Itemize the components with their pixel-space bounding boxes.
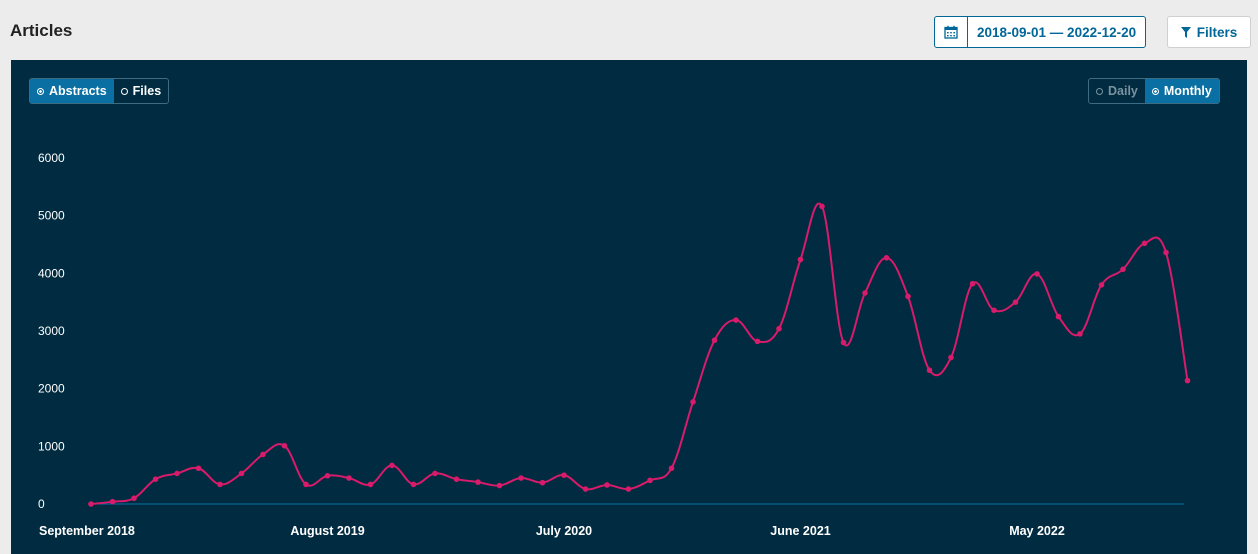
- data-point[interactable]: [711, 337, 718, 344]
- header-bar: Articles 2018-09-01 — 2022-12-20 Filters: [0, 0, 1258, 60]
- data-point[interactable]: [776, 325, 782, 332]
- radio-selected-icon: [1151, 87, 1159, 95]
- daily-label: Daily: [1108, 84, 1138, 98]
- data-point[interactable]: [948, 354, 954, 361]
- radio-selected-icon: [37, 87, 44, 95]
- daily-toggle[interactable]: Daily: [1089, 79, 1145, 103]
- y-tick-label: 6000: [38, 151, 65, 165]
- radio-empty-icon: [1096, 87, 1103, 95]
- data-point[interactable]: [926, 367, 933, 374]
- y-tick-label: 2000: [38, 382, 65, 396]
- interval-toggle: Daily Monthly: [1088, 78, 1220, 104]
- data-point[interactable]: [281, 442, 288, 449]
- data-point[interactable]: [260, 451, 266, 458]
- data-point[interactable]: [346, 475, 352, 481]
- data-point[interactable]: [1184, 377, 1191, 384]
- data-point[interactable]: [518, 475, 524, 481]
- type-toggle: Abstracts Files: [29, 78, 170, 104]
- x-tick-label: August 2019: [290, 524, 364, 538]
- x-tick-label: July 2020: [536, 524, 592, 538]
- data-point[interactable]: [174, 470, 180, 477]
- filters-label: Filters: [1196, 24, 1238, 40]
- x-tick-label: May 2022: [1009, 524, 1065, 538]
- data-point[interactable]: [625, 486, 632, 492]
- data-point[interactable]: [905, 293, 911, 300]
- data-point[interactable]: [1055, 313, 1062, 320]
- data-point[interactable]: [475, 479, 481, 485]
- data-point[interactable]: [1012, 299, 1019, 305]
- y-tick-label: 3000: [38, 324, 65, 338]
- data-point[interactable]: [453, 476, 460, 483]
- data-point[interactable]: [1141, 240, 1148, 247]
- files-toggle[interactable]: Files: [114, 79, 168, 103]
- data-point[interactable]: [1163, 249, 1169, 256]
- monthly-toggle[interactable]: Monthly: [1144, 79, 1219, 103]
- data-point[interactable]: [604, 482, 610, 488]
- data-point[interactable]: [668, 465, 675, 472]
- data-point[interactable]: [883, 254, 890, 261]
- abstracts-toggle[interactable]: Abstracts: [30, 79, 114, 103]
- data-point[interactable]: [152, 476, 159, 483]
- data-point[interactable]: [991, 307, 997, 314]
- data-point[interactable]: [797, 256, 804, 263]
- radio-empty-icon: [120, 87, 128, 95]
- x-tick-label: June 2021: [770, 524, 831, 538]
- data-point[interactable]: [303, 481, 309, 488]
- filters-button[interactable]: Filters: [1167, 16, 1251, 48]
- date-range-button[interactable]: 2018-09-01 — 2022-12-20: [934, 16, 1147, 48]
- data-point[interactable]: [109, 498, 116, 505]
- files-label: Files: [132, 84, 162, 98]
- chart-panel: Abstracts Files Daily Monthly 0 1000 2000 3…: [11, 60, 1247, 554]
- data-point[interactable]: [367, 481, 374, 488]
- monthly-label: Monthly: [1163, 84, 1212, 98]
- data-point[interactable]: [131, 495, 137, 502]
- data-point[interactable]: [582, 486, 589, 492]
- line-chart: 0 1000 2000 3000 4000 5000 6000 September 2018 A…: [38, 151, 1191, 538]
- abstracts-label: Abstracts: [49, 84, 107, 98]
- data-point[interactable]: [969, 280, 976, 287]
- series-line: [90, 202, 1189, 505]
- data-point[interactable]: [840, 339, 847, 346]
- data-point[interactable]: [1077, 331, 1083, 337]
- data-point[interactable]: [1098, 282, 1105, 288]
- data-point[interactable]: [238, 470, 245, 477]
- y-tick-label: 5000: [38, 209, 65, 223]
- y-tick-label: 4000: [38, 266, 65, 280]
- data-point[interactable]: [733, 317, 739, 323]
- data-point[interactable]: [389, 462, 395, 469]
- data-point[interactable]: [432, 470, 438, 477]
- data-point[interactable]: [862, 290, 868, 296]
- data-point[interactable]: [410, 481, 417, 488]
- data-point[interactable]: [819, 203, 825, 210]
- data-point[interactable]: [88, 501, 94, 507]
- data-point[interactable]: [754, 338, 761, 345]
- data-point[interactable]: [324, 472, 331, 479]
- y-tick-label: 1000: [38, 439, 65, 453]
- data-point[interactable]: [561, 472, 567, 478]
- data-point[interactable]: [690, 399, 696, 405]
- data-point[interactable]: [539, 479, 546, 486]
- data-point[interactable]: [647, 477, 653, 484]
- filter-icon: [1180, 26, 1191, 38]
- calendar-icon[interactable]: [935, 17, 968, 47]
- y-tick-label: 0: [38, 497, 45, 511]
- data-point[interactable]: [195, 465, 202, 472]
- page-title: Articles: [10, 21, 73, 40]
- data-point[interactable]: [1120, 266, 1126, 273]
- data-point[interactable]: [496, 482, 503, 489]
- data-point[interactable]: [217, 481, 223, 488]
- date-range-label: 2018-09-01 — 2022-12-20: [977, 24, 1137, 40]
- x-tick-label: September 2018: [39, 524, 135, 538]
- data-point[interactable]: [1034, 271, 1040, 277]
